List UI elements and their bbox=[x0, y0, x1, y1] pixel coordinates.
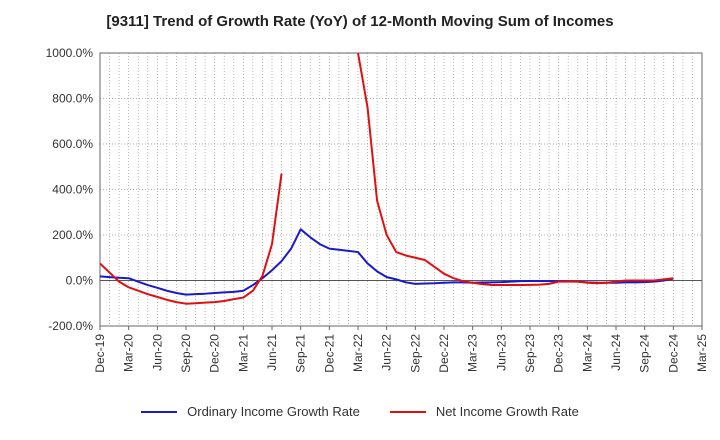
x-tick-label: Dec-19 bbox=[93, 334, 107, 373]
legend-item-net: Net Income Growth Rate bbox=[389, 404, 579, 419]
x-tick-label: Jun-23 bbox=[494, 334, 508, 371]
y-tick-label: 400.0% bbox=[52, 183, 93, 197]
y-tick-label: 1000.0% bbox=[46, 46, 94, 60]
x-tick-label: Mar-24 bbox=[580, 334, 594, 372]
x-tick-label: Jun-22 bbox=[380, 334, 394, 371]
x-tick-label: Dec-24 bbox=[666, 334, 680, 373]
x-tick-label: Dec-22 bbox=[437, 334, 451, 373]
x-tick-label: Mar-22 bbox=[351, 334, 365, 372]
legend: Ordinary Income Growth Rate Net Income G… bbox=[0, 404, 720, 419]
legend-label-net: Net Income Growth Rate bbox=[435, 404, 579, 419]
y-tick-label: 600.0% bbox=[52, 137, 93, 151]
plot-frame bbox=[99, 52, 703, 327]
y-tick-label: 0.0% bbox=[66, 274, 94, 288]
chart-title: [9311] Trend of Growth Rate (YoY) of 12-… bbox=[106, 13, 614, 30]
x-tick-label: Sep-22 bbox=[408, 334, 422, 373]
x-tick-label: Sep-24 bbox=[638, 334, 652, 373]
legend-label-ordinary: Ordinary Income Growth Rate bbox=[187, 404, 360, 419]
x-tick-label: Jun-24 bbox=[609, 334, 623, 371]
y-tick-label: -200.0% bbox=[48, 319, 93, 333]
legend-swatch-ordinary bbox=[141, 410, 178, 413]
x-tick-label: Mar-20 bbox=[122, 334, 136, 372]
x-tick-label: Sep-21 bbox=[294, 334, 308, 373]
legend-swatch-net bbox=[389, 410, 426, 413]
x-tick-label: Mar-23 bbox=[466, 334, 480, 372]
x-tick-label: Sep-23 bbox=[523, 334, 537, 373]
x-tick-label: Jun-20 bbox=[150, 334, 164, 371]
x-tick-label: Mar-25 bbox=[695, 334, 709, 372]
y-tick-label: 200.0% bbox=[52, 228, 93, 242]
x-tick-label: Jun-21 bbox=[265, 334, 279, 371]
x-tick-label: Sep-20 bbox=[179, 334, 193, 373]
y-tick-label: 800.0% bbox=[52, 92, 93, 106]
x-tick-label: Dec-23 bbox=[552, 334, 566, 373]
net-income-line bbox=[100, 53, 674, 305]
x-tick-label: Mar-21 bbox=[236, 334, 250, 372]
x-tick-label: Dec-21 bbox=[322, 334, 336, 373]
x-tick-label: Dec-20 bbox=[208, 334, 222, 373]
legend-item-ordinary: Ordinary Income Growth Rate bbox=[141, 404, 360, 419]
